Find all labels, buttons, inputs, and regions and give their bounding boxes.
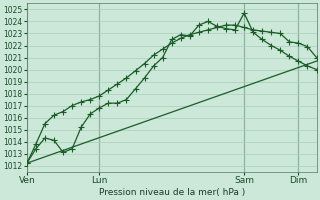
X-axis label: Pression niveau de la mer( hPa ): Pression niveau de la mer( hPa ) — [99, 188, 245, 197]
